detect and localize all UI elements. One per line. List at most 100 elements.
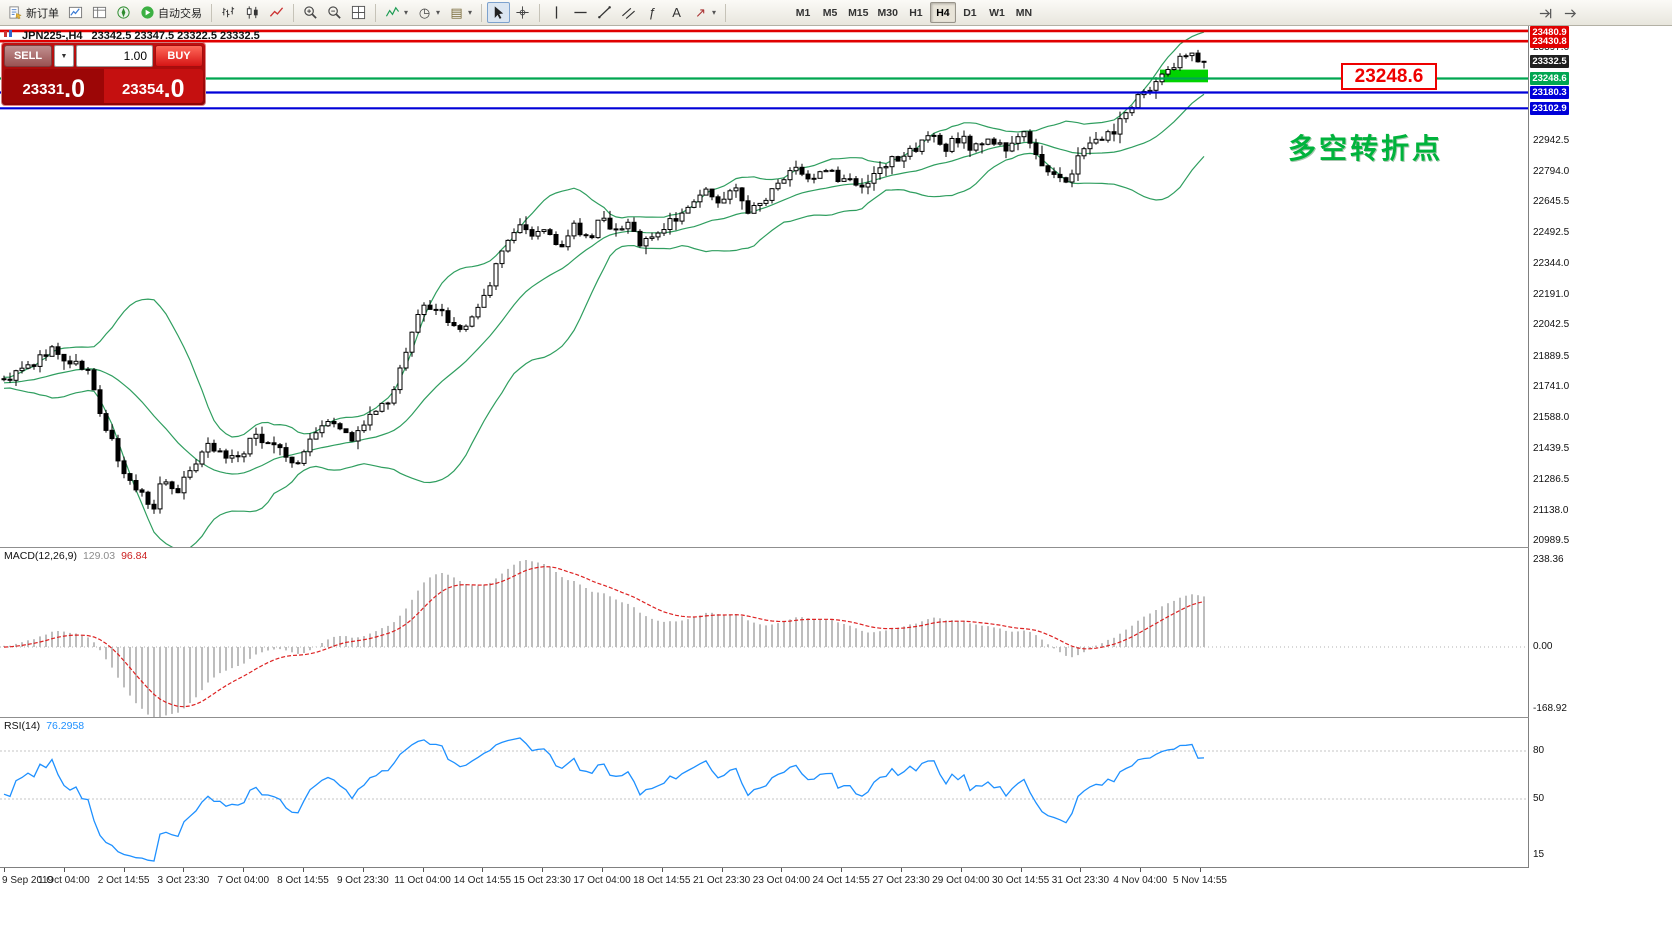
indicators-icon bbox=[385, 5, 400, 20]
bar-chart-button[interactable] bbox=[217, 2, 240, 23]
macd-histogram bbox=[3, 560, 1205, 717]
time-label: 15 Oct 23:30 bbox=[513, 875, 571, 886]
tile-windows-button[interactable] bbox=[347, 2, 370, 23]
zoom-out-button[interactable] bbox=[323, 2, 346, 23]
time-tick bbox=[422, 868, 424, 872]
new-order-button[interactable]: 新订单 bbox=[4, 2, 63, 23]
sell-button[interactable]: SELL bbox=[4, 45, 52, 67]
macd-signal-line bbox=[3, 566, 1205, 708]
price-callout-label[interactable]: 23248.6 bbox=[1341, 63, 1437, 90]
text-label-button[interactable]: A bbox=[665, 2, 688, 23]
macd-scale-label: -168.92 bbox=[1533, 702, 1567, 714]
timeframe-h4[interactable]: H4 bbox=[929, 2, 956, 23]
zoom-out-icon bbox=[327, 5, 342, 20]
time-label: 18 Oct 14:55 bbox=[633, 875, 691, 886]
price-scale-label: 22042.5 bbox=[1533, 319, 1570, 331]
timeframe-w1[interactable]: W1 bbox=[984, 2, 1010, 23]
timeframe-mn[interactable]: MN bbox=[1011, 2, 1037, 23]
sell-price-main: 23331 bbox=[22, 81, 65, 98]
macd-indicator-label: MACD(12,26,9) 129.03 96.84 bbox=[4, 550, 147, 562]
toolbar-separator bbox=[211, 3, 212, 22]
time-tick bbox=[63, 868, 65, 872]
charts-window-button[interactable] bbox=[64, 2, 87, 23]
crosshair-button[interactable] bbox=[511, 2, 534, 23]
zoom-in-button[interactable] bbox=[299, 2, 322, 23]
fibonacci-button[interactable]: ƒ bbox=[641, 2, 664, 23]
rsi-scale-label: 15 bbox=[1533, 849, 1545, 860]
candlestick-chart-button[interactable] bbox=[241, 2, 264, 23]
price-tag: 23430.8 bbox=[1530, 34, 1569, 48]
price-tag: 23248.6 bbox=[1530, 71, 1569, 85]
time-axis[interactable]: 9 Sep 2019 1 Oct 04:00 2 Oct 14:55 3 Oct 23… bbox=[0, 867, 1529, 892]
time-tick bbox=[123, 868, 125, 872]
trendline-button[interactable] bbox=[593, 2, 616, 23]
templates-icon: ▤ bbox=[450, 5, 463, 20]
time-tick bbox=[901, 868, 902, 872]
rsi-panel[interactable] bbox=[0, 717, 1529, 867]
scroll-to-end-button[interactable] bbox=[1534, 3, 1557, 24]
time-tick bbox=[183, 868, 185, 872]
trade-panel-controls: SELL ▼ BUY bbox=[4, 45, 203, 67]
panel-separator[interactable] bbox=[0, 717, 1529, 718]
new-order-icon bbox=[8, 5, 23, 20]
macd-signal-value: 96.84 bbox=[121, 550, 148, 562]
time-label: 31 Oct 23:30 bbox=[1051, 875, 1110, 886]
equidistant-channel-button[interactable] bbox=[617, 2, 640, 23]
price-scale-label: 21588.0 bbox=[1533, 412, 1570, 424]
timeframe-m30[interactable]: M30 bbox=[874, 2, 902, 23]
sell-price[interactable]: 23331.0 bbox=[4, 69, 104, 103]
templates-button[interactable]: ▤ ▾ bbox=[445, 2, 476, 23]
time-label: 17 Oct 04:00 bbox=[573, 875, 631, 886]
time-tick bbox=[960, 868, 962, 872]
line-chart-button[interactable] bbox=[265, 2, 288, 23]
volume-input[interactable] bbox=[76, 45, 153, 67]
candlestick-chart[interactable] bbox=[0, 26, 1529, 547]
cursor-button[interactable] bbox=[487, 2, 511, 23]
ohlc-values: 23342.5 23347.5 23322.5 23332.5 bbox=[91, 29, 260, 42]
time-label: 27 Oct 23:30 bbox=[872, 875, 930, 886]
time-tick bbox=[542, 868, 544, 872]
candles-series bbox=[1, 49, 1207, 514]
time-tick bbox=[4, 868, 5, 872]
navigator-button[interactable] bbox=[112, 2, 135, 23]
buy-price[interactable]: 23354.0 bbox=[103, 69, 203, 103]
timeframe-m5[interactable]: M5 bbox=[817, 2, 843, 23]
symbol-info: JPN225-,H4 23342.5 23347.5 23322.5 23332… bbox=[3, 29, 260, 42]
macd-panel[interactable] bbox=[0, 547, 1529, 717]
buy-button[interactable]: BUY bbox=[155, 45, 203, 67]
price-scale-label: 22191.0 bbox=[1533, 288, 1570, 300]
macd-name: MACD(12,26,9) bbox=[4, 550, 77, 562]
price-scale[interactable]: 23397.022942.522794.022645.522492.522344… bbox=[1528, 26, 1569, 892]
buy-price-main: 23354 bbox=[121, 81, 164, 98]
timeframe-m1[interactable]: M1 bbox=[790, 2, 816, 23]
periods-button[interactable]: ◷ ▾ bbox=[413, 2, 444, 23]
timeframe-m15[interactable]: M15 bbox=[844, 2, 872, 23]
trendline-icon bbox=[597, 5, 612, 20]
vertical-line-button[interactable] bbox=[545, 2, 568, 23]
tile-windows-icon bbox=[351, 5, 366, 20]
time-tick bbox=[1020, 868, 1022, 872]
horizontal-line-button[interactable] bbox=[569, 2, 592, 23]
auto-scroll-button[interactable] bbox=[1559, 3, 1582, 24]
autotrading-button-label: 自动交易 bbox=[158, 7, 202, 20]
autotrading-button[interactable]: 自动交易 bbox=[136, 2, 206, 23]
data-window-button[interactable] bbox=[88, 2, 111, 23]
candlestick-chart-icon bbox=[245, 5, 260, 20]
horizontal-lines[interactable] bbox=[0, 29, 1529, 110]
volume-dropdown-button[interactable]: ▼ bbox=[54, 45, 74, 67]
timeframe-d1[interactable]: D1 bbox=[957, 2, 983, 23]
time-label: 9 Sep 2019 bbox=[2, 875, 54, 886]
time-tick bbox=[1140, 868, 1142, 872]
panel-separator[interactable] bbox=[0, 547, 1529, 548]
arrows-button[interactable]: ↗ ▾ bbox=[689, 2, 720, 23]
dropdown-arrow-icon: ▼ bbox=[60, 52, 68, 60]
time-tick bbox=[482, 868, 484, 872]
price-scale-label: 22645.5 bbox=[1533, 195, 1570, 207]
time-label: 24 Oct 14:55 bbox=[812, 875, 870, 886]
toolbar-right-group bbox=[1534, 0, 1582, 26]
price-scale-label: 21138.0 bbox=[1533, 504, 1569, 516]
timeframe-h1[interactable]: H1 bbox=[903, 2, 929, 23]
indicators-button[interactable]: ▾ bbox=[381, 2, 412, 23]
chart-annotation-text[interactable]: 多空转折点 bbox=[1288, 133, 1444, 164]
